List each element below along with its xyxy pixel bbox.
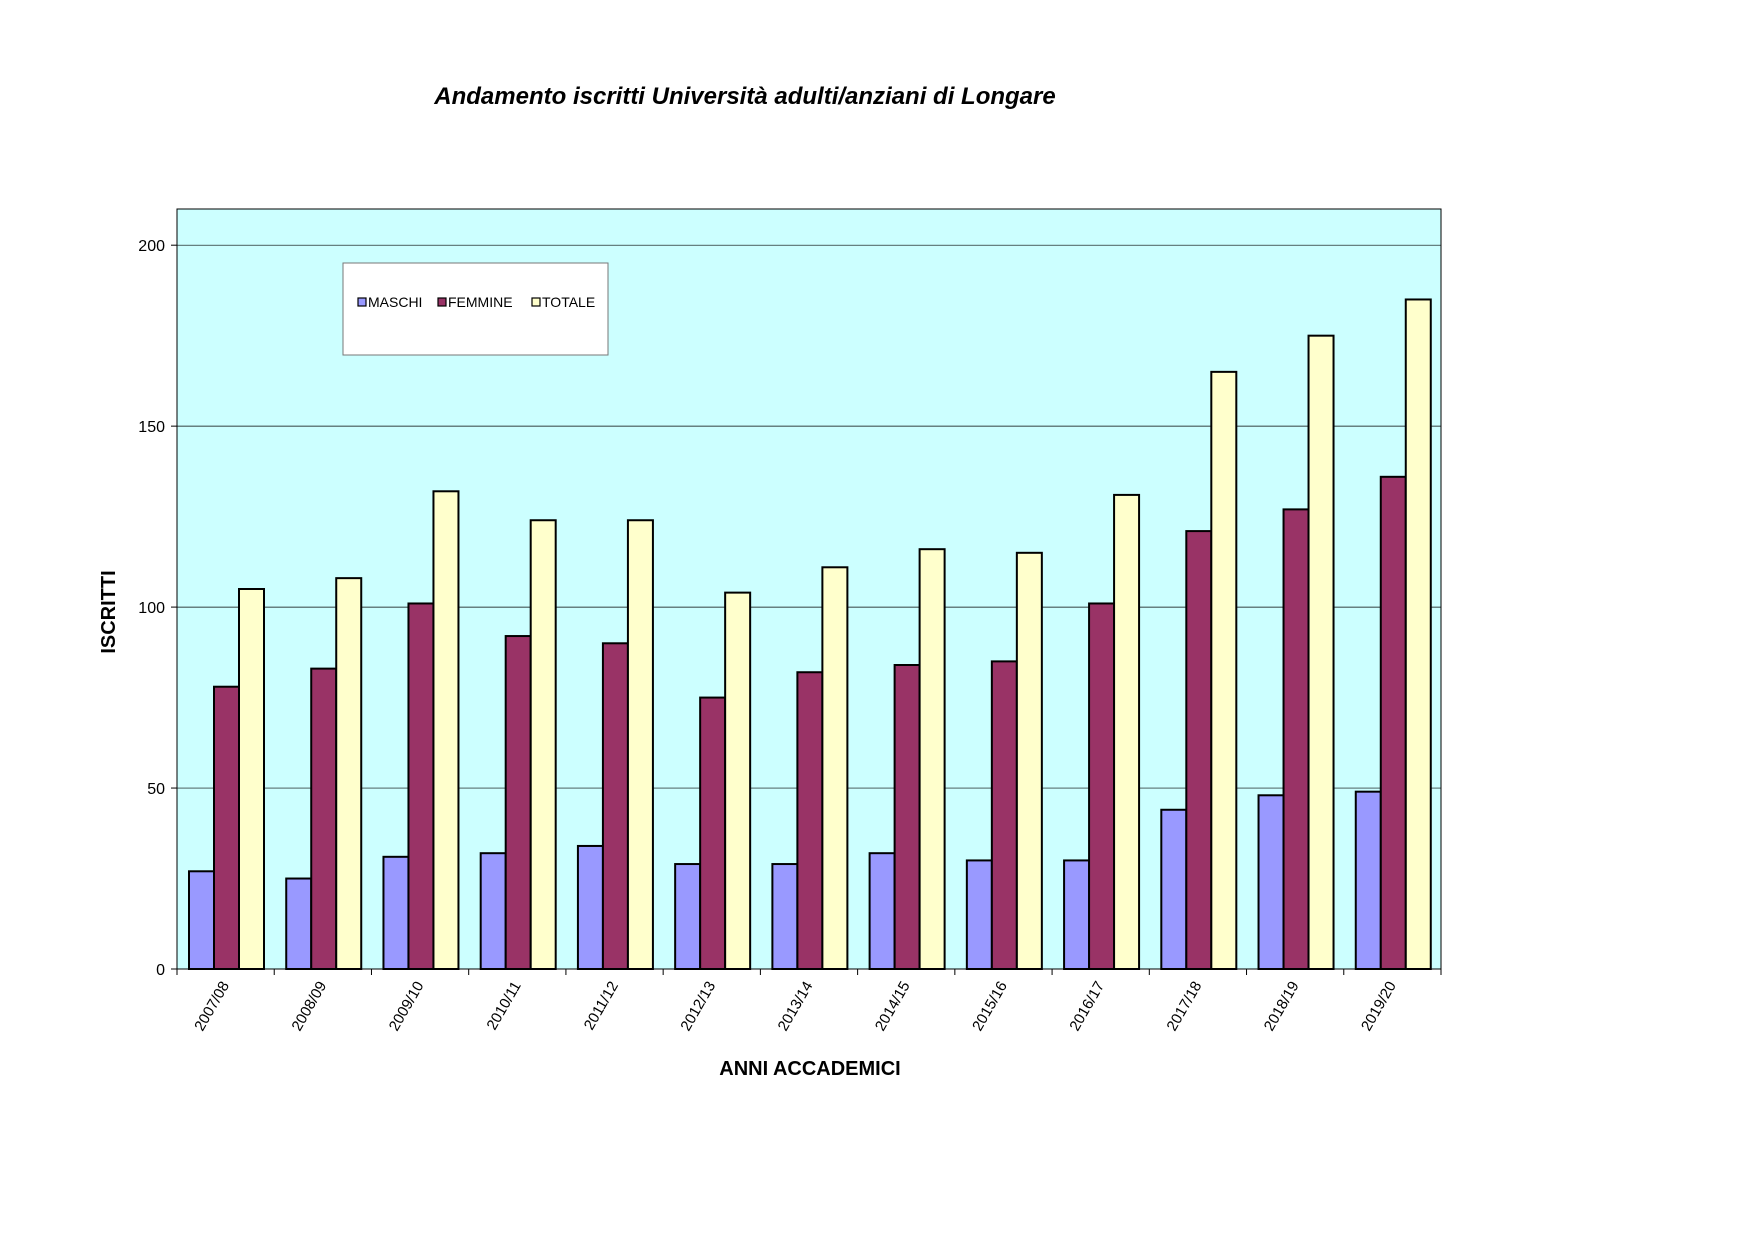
bar-femmine [1379,475,1407,970]
legend-swatch-totale [531,297,541,307]
bar-femmine [504,635,532,970]
x-tick-label: 2009/10 [386,979,428,1034]
bar-maschi [188,870,215,970]
bar-maschi [479,852,507,971]
x-axis-label: ANNI ACCADEMICI [719,1058,900,1080]
bar-totale [821,566,849,970]
bar-maschi [1160,808,1188,970]
legend-swatch-maschi [357,297,367,307]
x-tick-label: 2014/15 [872,979,914,1034]
legend: MASCHI FEMMINE TOTALE [342,262,609,356]
legend-box [342,262,609,356]
y-tick-label: 100 [138,600,165,617]
x-tick-label: 2012/13 [677,979,719,1034]
bar-totale [1015,551,1043,970]
bar-totale [626,519,654,970]
bar-femmine [1282,508,1310,970]
y-tick-label: 0 [156,962,165,979]
bar-totale [724,591,752,970]
bar-totale [1210,370,1238,971]
bar-femmine [407,602,435,970]
y-tick-label: 150 [138,419,165,436]
x-tick-label: 2015/16 [969,979,1011,1034]
bar-femmine [796,671,824,970]
y-axis-ticks: 0 50 100 150 200 [138,238,177,979]
x-tick-label: 2017/18 [1164,979,1206,1034]
x-tick-label: 2018/19 [1261,979,1303,1034]
bar-maschi [576,844,604,971]
bar-maschi [1257,794,1285,970]
bar-totale [432,490,460,970]
bar-femmine [1185,530,1213,970]
bar-maschi [1354,790,1382,971]
x-axis-ticks: 2007/08 2008/09 2009/10 2010/11 2011/12 2012/… [176,969,1442,1034]
bar-maschi [1063,859,1091,971]
y-axis-label: ISCRITTI [98,570,120,653]
bar-totale [1113,493,1141,970]
bar-femmine [1088,602,1116,970]
legend-label-totale: TOTALE [542,294,595,310]
legend-label-femmine: FEMMINE [448,294,513,310]
bar-femmine [990,660,1018,971]
x-tick-label: 2019/20 [1358,979,1400,1034]
bar-totale [529,519,557,970]
x-tick-label: 2010/11 [483,979,524,1033]
bar-maschi [382,855,410,970]
x-tick-label: 2007/08 [191,979,233,1034]
x-tick-label: 2008/09 [288,979,330,1034]
bar-femmine [213,685,240,970]
bar-femmine [699,696,727,970]
bar-femmine [893,664,921,970]
legend-swatch-femmine [437,297,447,307]
chart-title: Andamento iscritti Università adulti/anz… [433,83,1055,110]
legend-label-maschi: MASCHI [368,294,422,310]
bar-maschi [965,859,993,971]
bar-maschi [674,863,702,970]
bar-totale [335,577,363,971]
legend-items: MASCHI FEMMINE TOTALE [357,294,595,310]
bar-totale [238,588,265,970]
y-tick-label: 50 [147,781,165,798]
bar-totale [918,548,946,970]
bar-femmine [310,667,338,970]
x-tick-label: 2011/12 [581,979,622,1033]
y-tick-label: 200 [138,238,165,255]
bar-maschi [771,863,799,970]
x-tick-label: 2016/17 [1066,979,1108,1034]
bar-maschi [868,852,896,971]
bar-femmine [601,642,629,970]
bar-maschi [285,877,313,970]
x-tick-label: 2013/14 [775,979,817,1034]
bar-totale [1404,298,1432,970]
bar-totale [1307,334,1335,970]
